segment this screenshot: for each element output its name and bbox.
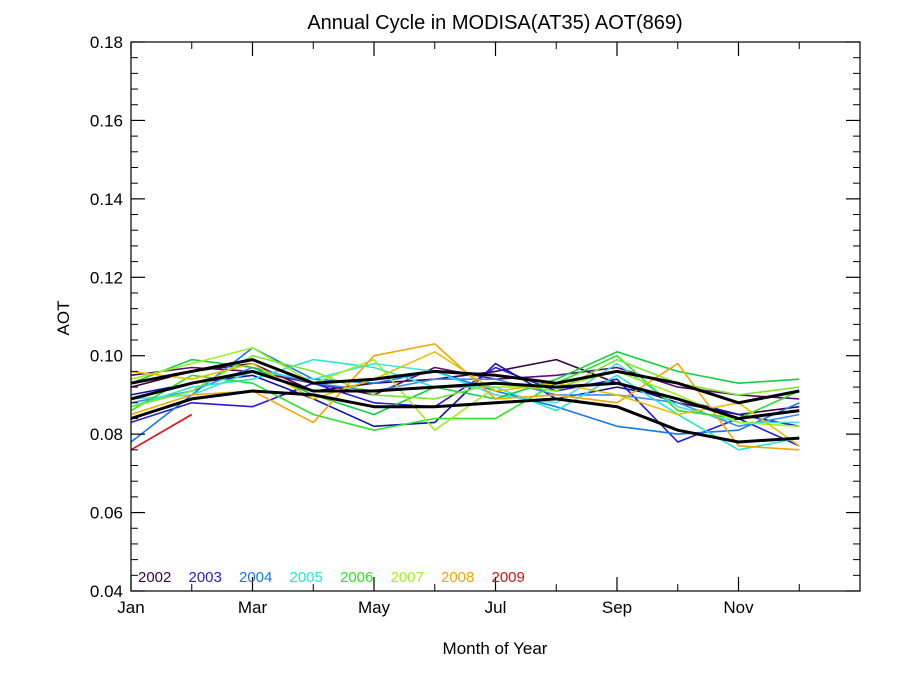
series-line-mean-16 <box>130 369 800 420</box>
x-axis-label: Month of Year <box>443 639 548 658</box>
legend-entry-2002: 2002 <box>138 569 171 586</box>
series-line-mean-15 <box>130 389 800 444</box>
series-line-2004 <box>130 366 800 428</box>
series-line-mean-17 <box>130 358 800 405</box>
x-tick-label: Jul <box>485 598 507 617</box>
series-line-2008 <box>130 351 800 447</box>
y-tick-label: 0.10 <box>90 347 123 366</box>
y-tick-label: 0.16 <box>90 111 123 130</box>
legend-entry-2003: 2003 <box>189 569 222 586</box>
legend-entry-2008: 2008 <box>441 569 474 586</box>
chart-title: Annual Cycle in MODISA(AT35) AOT(869) <box>307 12 682 34</box>
plot-frame <box>130 41 861 592</box>
y-tick-label: 0.06 <box>90 504 123 523</box>
x-tick-label: Sep <box>602 598 632 617</box>
x-tick-label: Nov <box>723 598 754 617</box>
y-tick-label: 0.12 <box>90 268 123 287</box>
axes-layer: 0.04 0.06 0.08 0.10 0.12 0.14 0.16 0.18 Jan Mar Ma… <box>90 33 861 617</box>
y-tick-label: 0.14 <box>90 190 123 209</box>
legend-entry-2007: 2007 <box>391 569 424 586</box>
y-tick-label: 0.04 <box>90 582 123 601</box>
series-line-2007 <box>130 347 800 431</box>
legend-entry-2006: 2006 <box>340 569 373 586</box>
legend-entry-2005: 2005 <box>290 569 323 586</box>
series-line-2009 <box>130 413 193 451</box>
series-line-2005 <box>130 362 800 424</box>
series-line-2002 <box>130 358 800 416</box>
x-tick-label: May <box>358 598 391 617</box>
y-tick-label: 0.18 <box>90 33 123 52</box>
y-tick-label: 0.08 <box>90 425 123 444</box>
x-tick-label: Jan <box>117 598 144 617</box>
series-line-2005 <box>130 358 800 451</box>
legend-entry-2004: 2004 <box>239 569 272 586</box>
series-layer <box>130 343 800 451</box>
legend: 2002 2003 2004 2005 2006 2007 2008 2009 <box>138 569 525 586</box>
legend-entry-2009: 2009 <box>492 569 525 586</box>
x-tick-label: Mar <box>238 598 268 617</box>
y-axis-label: AOT <box>54 301 73 336</box>
